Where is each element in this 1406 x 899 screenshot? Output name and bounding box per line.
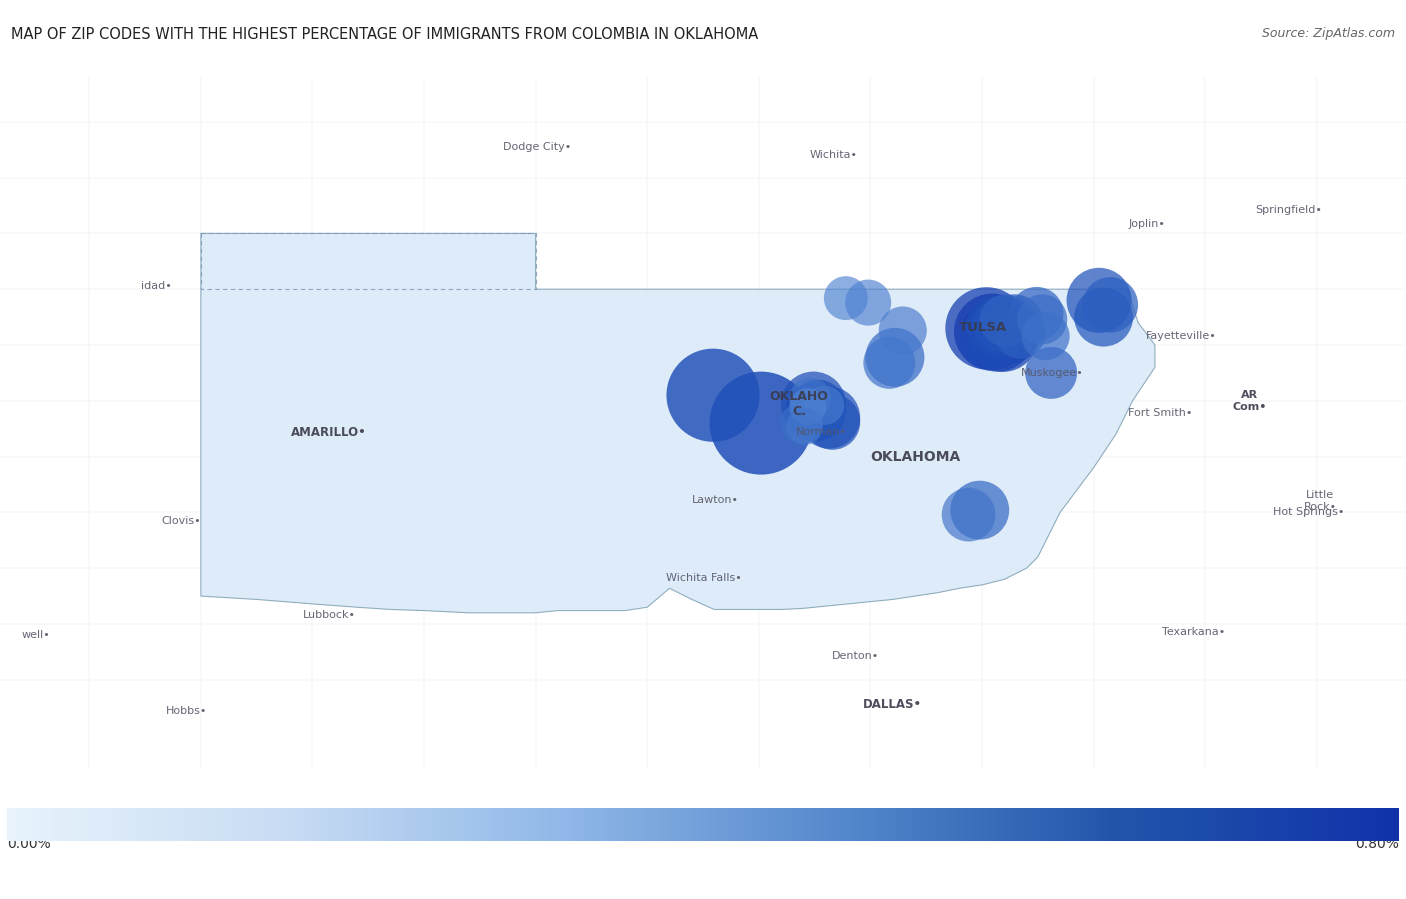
Point xyxy=(891,324,914,338)
Text: Little
Rock•: Little Rock• xyxy=(1303,491,1337,512)
Point xyxy=(1040,366,1063,380)
Point xyxy=(814,398,837,413)
Point xyxy=(976,321,998,335)
Point xyxy=(807,400,830,414)
Point xyxy=(884,350,907,364)
Point xyxy=(803,405,825,419)
Text: AR
Com•: AR Com• xyxy=(1233,390,1267,412)
Text: TULSA: TULSA xyxy=(959,321,1007,334)
Text: 0.80%: 0.80% xyxy=(1355,838,1399,851)
Point xyxy=(997,325,1019,339)
Point xyxy=(981,325,1004,339)
Point xyxy=(969,503,991,517)
Text: Clovis•: Clovis• xyxy=(160,516,201,526)
Text: Denton•: Denton• xyxy=(832,652,880,662)
Text: idad•: idad• xyxy=(141,280,172,291)
Point xyxy=(1035,329,1057,343)
Text: MAP OF ZIP CODES WITH THE HIGHEST PERCENTAGE OF IMMIGRANTS FROM COLOMBIA IN OKLA: MAP OF ZIP CODES WITH THE HIGHEST PERCEN… xyxy=(11,27,758,42)
Point xyxy=(803,397,825,412)
Point xyxy=(987,328,1010,343)
Text: Wichita Falls•: Wichita Falls• xyxy=(666,574,742,583)
Text: Source: ZipAtlas.com: Source: ZipAtlas.com xyxy=(1261,27,1395,40)
Text: 0.00%: 0.00% xyxy=(7,838,51,851)
Text: AMARILLO•: AMARILLO• xyxy=(291,425,367,439)
Text: Springfield•: Springfield• xyxy=(1256,205,1322,215)
Text: Lubbock•: Lubbock• xyxy=(302,610,356,620)
Text: Joplin•: Joplin• xyxy=(1129,219,1166,229)
Polygon shape xyxy=(201,234,1154,613)
Text: OKLAHO
C.: OKLAHO C. xyxy=(769,390,828,418)
Point xyxy=(879,356,901,370)
Text: DALLAS•: DALLAS• xyxy=(863,698,922,711)
Point xyxy=(1008,325,1031,340)
Text: Lawton•: Lawton• xyxy=(692,494,738,504)
Point xyxy=(991,330,1014,344)
Text: Muskogee•: Muskogee• xyxy=(1021,368,1084,378)
Point xyxy=(1092,310,1115,325)
Text: Fort Smith•: Fort Smith• xyxy=(1129,408,1192,418)
Text: OKLAHOMA: OKLAHOMA xyxy=(870,450,960,464)
Text: well•: well• xyxy=(21,630,51,640)
Point xyxy=(979,333,1001,347)
Point xyxy=(821,414,844,429)
Point xyxy=(1088,293,1111,307)
Text: Wichita•: Wichita• xyxy=(810,150,858,160)
Point xyxy=(1031,312,1053,326)
Text: Hobbs•: Hobbs• xyxy=(166,706,207,716)
Point xyxy=(984,319,1007,334)
Point xyxy=(1025,307,1047,321)
Point xyxy=(749,416,772,431)
Point xyxy=(793,419,815,433)
Point xyxy=(994,313,1017,327)
Point xyxy=(1002,316,1025,331)
Point xyxy=(990,316,1012,331)
Point xyxy=(808,407,831,422)
Text: Texarkana•: Texarkana• xyxy=(1163,627,1226,636)
Point xyxy=(835,291,858,306)
Point xyxy=(856,296,879,310)
Point xyxy=(702,388,724,403)
Text: Hot Springs•: Hot Springs• xyxy=(1274,507,1344,518)
Point xyxy=(811,403,834,417)
Text: Dodge City•: Dodge City• xyxy=(502,143,571,153)
Text: Fayetteville•: Fayetteville• xyxy=(1146,331,1218,341)
Text: Norman•: Norman• xyxy=(796,427,846,437)
Point xyxy=(1099,298,1122,312)
Point xyxy=(797,399,820,414)
Point xyxy=(799,391,821,405)
Point xyxy=(818,410,841,424)
Point xyxy=(957,507,980,521)
Point xyxy=(790,416,813,431)
